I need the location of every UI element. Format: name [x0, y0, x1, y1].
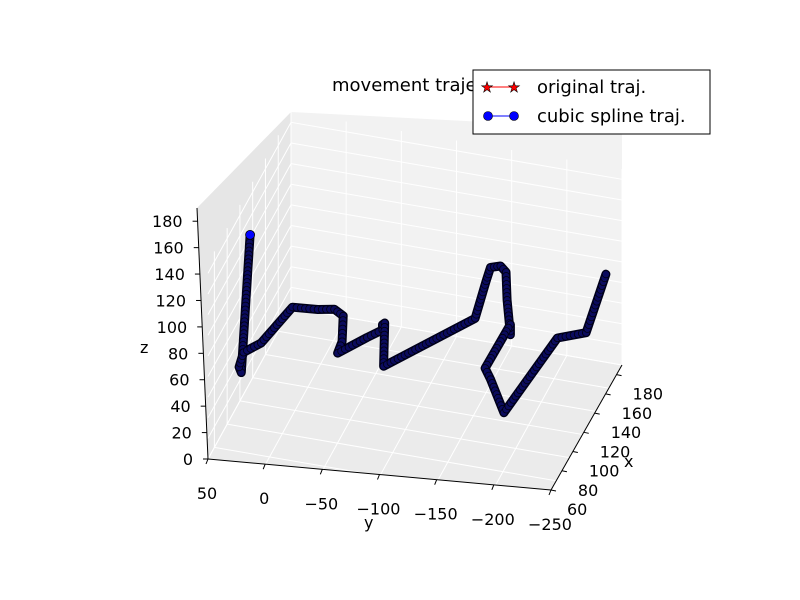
y-tick-mark [434, 479, 438, 485]
legend-marker-spline-left [483, 111, 493, 121]
grid-line-back-z [290, 163, 623, 222]
z-tick-label: 80 [168, 344, 188, 363]
legend-marker-original-left: ★ [481, 80, 494, 96]
y-tick-label: −50 [304, 494, 338, 513]
x-tick-label: 120 [600, 442, 631, 461]
z-tick-label: 20 [171, 424, 191, 443]
grid-line-floor-x [239, 400, 572, 459]
grid-line-floor-y [428, 345, 513, 498]
x-tick-label: 160 [622, 404, 653, 423]
x-tick-label: 100 [589, 462, 620, 481]
grid-line-floor-y [373, 336, 457, 488]
x-tick-label: 140 [611, 423, 642, 442]
grid-line-back-z [290, 204, 623, 263]
x-axis-line [550, 364, 623, 491]
y-tick-mark [262, 463, 266, 470]
z-tick-label: 0 [183, 450, 193, 469]
z-tick-label: 180 [152, 212, 183, 231]
grid-line-back-z [290, 183, 623, 242]
grid-line-left-z [207, 266, 292, 418]
grid-line-back-z [290, 224, 623, 283]
y-axis-label: y [364, 513, 373, 532]
z-tick-label: 60 [169, 371, 189, 390]
grid-line-left-z [207, 142, 292, 295]
grid-line-left-z [207, 122, 292, 274]
grid-line-back-z [290, 266, 623, 325]
grid-line-floor-x [227, 423, 559, 482]
legend-box [472, 69, 711, 135]
grid-line-floor-y [262, 317, 347, 469]
series-layer [234, 229, 611, 418]
z-tick-label: 120 [156, 291, 187, 310]
y-tick-label: −200 [471, 510, 515, 529]
y-tick-mark [377, 474, 380, 480]
floor-pane [208, 308, 622, 490]
z-tick-label: 40 [170, 397, 190, 416]
x-tick-mark [594, 412, 600, 415]
x-tick-mark [561, 470, 568, 473]
z-tick-label: 100 [157, 318, 188, 337]
x-tick-label: 180 [633, 385, 664, 404]
y-tick-label: −250 [528, 515, 572, 534]
trajectory-start-point [245, 229, 255, 240]
grid-line-left-z [207, 245, 292, 398]
legend-marker-original-right: ★ [508, 80, 521, 96]
y-tick-mark [205, 458, 209, 465]
grid-line-floor-x [252, 377, 584, 436]
x-tick-label: 60 [567, 500, 587, 519]
grid-line-back-z [290, 245, 623, 304]
spline-point [601, 270, 610, 279]
y-tick-label: −100 [357, 500, 401, 519]
legend-label-original: original traj. [537, 77, 646, 98]
y-tick-label: 0 [259, 489, 269, 508]
y-tick-mark [319, 469, 323, 475]
y-axis-ticks: 50 0 −50 −100 −150 −200 −250 [197, 458, 572, 534]
grid-line-back-z [290, 121, 623, 180]
x-tick-mark [550, 489, 557, 492]
grid-line-floor-x [265, 353, 597, 412]
grid-line-left-z [207, 287, 292, 439]
legend-marker-spline-right [509, 111, 519, 121]
grid-line-floor-y [483, 355, 568, 507]
z-axis-label: z [140, 338, 148, 357]
z-axis-line [196, 207, 209, 460]
y-tick-label: −150 [414, 505, 458, 524]
y-tick-mark [548, 489, 552, 496]
grid-line-floor-x [214, 446, 546, 505]
x-tick-mark [616, 374, 622, 377]
y-tick-label: 50 [197, 484, 217, 503]
x-tick-mark [572, 451, 578, 454]
grid-line-left-z [207, 307, 292, 460]
grid-line-floor-x [278, 330, 610, 389]
x-tick-label: 80 [578, 481, 598, 500]
x-tick-mark [583, 431, 589, 434]
z-axis-ticks: 0 20 40 60 80 100 120 140 160 180 [152, 212, 208, 469]
y-tick-mark [491, 484, 495, 491]
z-tick-label: 160 [153, 239, 184, 258]
x-axis-label: x [624, 452, 633, 471]
x-tick-mark [605, 393, 611, 396]
grid-line-back-z [290, 142, 623, 201]
z-tick-label: 140 [154, 265, 185, 284]
legend-label-spline: cubic spline traj. [537, 106, 686, 127]
legend: ★ ★ original traj. cubic spline traj. [472, 69, 711, 135]
